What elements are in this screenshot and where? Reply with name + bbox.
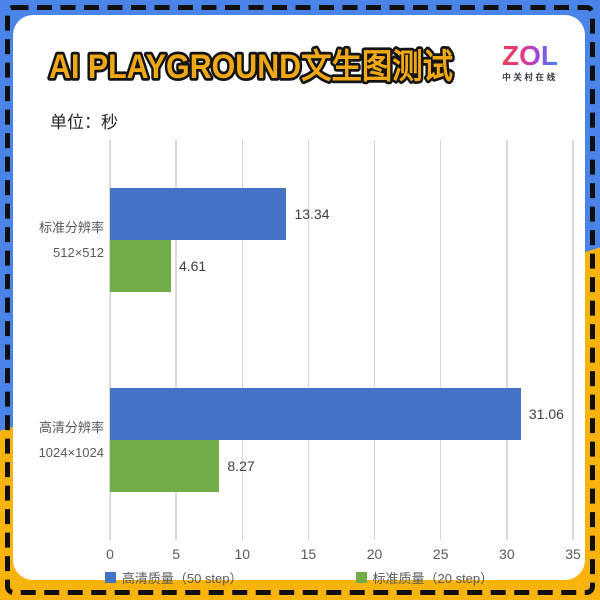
category-label-1: 高清分辨率 1024×1024 bbox=[23, 415, 104, 465]
category-label-0: 标准分辨率 512×512 bbox=[23, 215, 104, 265]
bar-高清分辨率-标准质量（20 step） bbox=[110, 440, 220, 492]
category-label-line: 1024×1024 bbox=[38, 445, 104, 460]
chart-card: AI PLAYGROUND文生图测试 ZOL 中关村在线 单位：秒 13.34 3… bbox=[13, 15, 585, 586]
legend-swatch-icon bbox=[355, 572, 367, 583]
x-tick-label-0: 0 bbox=[106, 546, 114, 562]
x-tick-label-25: 25 bbox=[432, 546, 449, 562]
gridline-x-25 bbox=[439, 140, 442, 540]
page-title-text: AI PLAYGROUND文生图测试 bbox=[49, 48, 453, 86]
gridline-x-5 bbox=[175, 140, 177, 540]
legend-label: 标准质量（20 step） bbox=[372, 571, 494, 586]
value-label: 31.06 bbox=[528, 406, 564, 422]
value-label: 8.27 bbox=[227, 458, 255, 474]
gridline-x-30 bbox=[506, 140, 508, 540]
x-tick-label-30: 30 bbox=[499, 546, 515, 562]
legend-item: 高清质量（50 step） bbox=[104, 568, 243, 587]
gridline-x-15 bbox=[307, 140, 310, 540]
x-tick-label-10: 10 bbox=[234, 546, 251, 562]
category-label-line: 512×512 bbox=[53, 245, 104, 260]
category-label-line: 高清分辨率 bbox=[38, 420, 104, 435]
legend: 高清质量（50 step） 标准质量（20 step） bbox=[13, 568, 585, 587]
x-tick-label-15: 15 bbox=[300, 546, 317, 562]
gridline-x-35 bbox=[572, 140, 574, 540]
value-label: 4.61 bbox=[178, 258, 207, 274]
legend-swatch-icon bbox=[104, 572, 116, 583]
legend-label: 高清质量（50 step） bbox=[121, 571, 243, 586]
unit-label: 单位：秒 bbox=[50, 113, 118, 132]
x-tick-label-5: 5 bbox=[172, 546, 181, 562]
x-tick-label-35: 35 bbox=[565, 546, 581, 562]
page-title: AI PLAYGROUND文生图测试 bbox=[46, 45, 456, 89]
zol-logo: ZOL 中关村在线 bbox=[498, 42, 562, 82]
zol-logo-subtitle: 中关村在线 bbox=[502, 72, 558, 82]
bar-高清分辨率-高清质量（50 step） bbox=[110, 388, 521, 440]
x-tick-label-20: 20 bbox=[366, 546, 383, 562]
legend-item: 标准质量（20 step） bbox=[355, 568, 494, 587]
plot-area: 13.34 31.06 4.61 8.27 bbox=[109, 140, 574, 540]
value-label: 13.34 bbox=[294, 206, 330, 222]
bar-标准分辨率-高清质量（50 step） bbox=[110, 188, 287, 240]
zol-logo-text: ZOL bbox=[498, 42, 562, 70]
gridline-x-0 bbox=[109, 140, 111, 540]
gridline-x-20 bbox=[373, 140, 376, 540]
gridline-x-10 bbox=[241, 140, 244, 540]
category-label-line: 标准分辨率 bbox=[38, 220, 104, 235]
bar-标准分辨率-标准质量（20 step） bbox=[110, 240, 171, 292]
